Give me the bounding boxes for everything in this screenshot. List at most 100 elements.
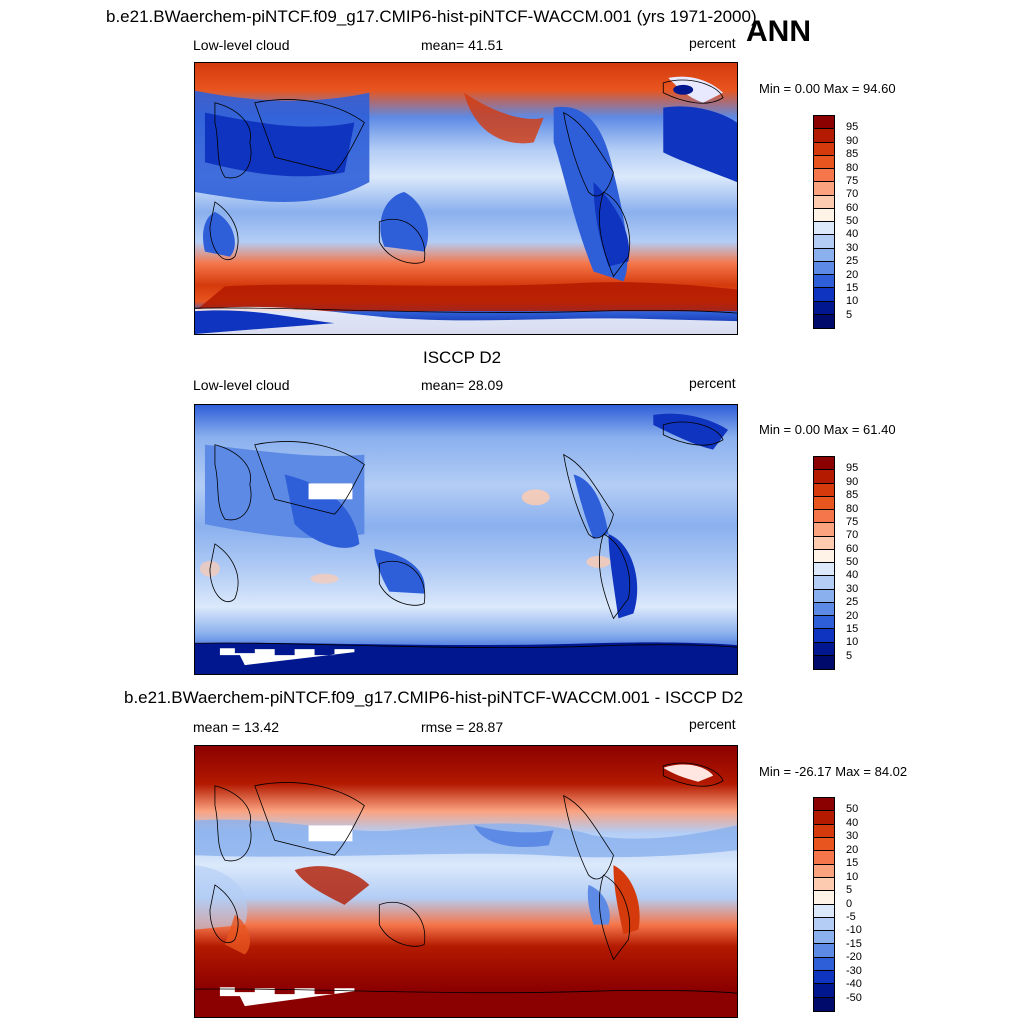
colorbar-tick-label: 10 xyxy=(846,870,859,883)
colorbar-tick-label: 40 xyxy=(846,816,859,829)
colorbar-tick-label: 20 xyxy=(846,609,859,622)
colorbar-tick-label: 90 xyxy=(846,475,859,488)
colorbar-swatch xyxy=(814,288,834,302)
panel3-map-difference xyxy=(194,745,738,1018)
panel3-title: b.e21.BWaerchem-piNTCF.f09_g17.CMIP6-his… xyxy=(124,688,744,707)
colorbar-swatch xyxy=(814,891,834,905)
colorbar-swatch xyxy=(814,314,834,328)
colorbar-swatch xyxy=(814,523,834,537)
panel1-left-label: Low-level cloud xyxy=(193,37,290,53)
colorbar-swatch xyxy=(814,563,834,577)
colorbar-tick-label: 85 xyxy=(846,148,859,161)
panel3-minmax: Min = -26.17 Max = 84.02 xyxy=(759,764,908,779)
colorbar-swatch xyxy=(814,261,834,275)
panel1-units-label: percent xyxy=(689,35,736,51)
colorbar-tick-label: 80 xyxy=(846,502,859,515)
colorbar-swatch xyxy=(814,116,834,130)
colorbar-swatch xyxy=(814,629,834,643)
colorbar-swatch xyxy=(814,798,834,812)
colorbar-swatch xyxy=(814,301,834,315)
colorbar-tick-label: 80 xyxy=(846,161,859,174)
colorbar-swatch xyxy=(814,655,834,669)
colorbar-tick-label: 50 xyxy=(846,803,859,816)
colorbar-swatch xyxy=(814,222,834,236)
colorbar-swatch xyxy=(814,811,834,825)
colorbar-swatch xyxy=(814,248,834,262)
colorbar-tick-label: 15 xyxy=(846,622,859,635)
colorbar-tick-label: 30 xyxy=(846,241,859,254)
colorbar-tick-label: 20 xyxy=(846,843,859,856)
colorbar-tick-label: 10 xyxy=(846,295,859,308)
colorbar-swatch xyxy=(814,589,834,603)
panel2-map-observations xyxy=(194,404,738,675)
colorbar-swatch xyxy=(814,275,834,289)
colorbar-swatch xyxy=(814,984,834,998)
colorbar-swatch xyxy=(814,195,834,209)
colorbar-swatch xyxy=(814,536,834,550)
colorbar-tick-label: 30 xyxy=(846,582,859,595)
colorbar-swatch xyxy=(814,235,834,249)
colorbar-swatch xyxy=(814,496,834,510)
panel2-title: ISCCP D2 xyxy=(423,348,502,367)
colorbar-tick-label: 0 xyxy=(846,897,853,910)
panel3-colorbar xyxy=(813,797,835,1012)
colorbar-swatch xyxy=(814,129,834,143)
colorbar-tick-label: 90 xyxy=(846,134,859,147)
colorbar-tick-label: 15 xyxy=(846,857,859,870)
colorbar-tick-label: 5 xyxy=(846,649,853,662)
colorbar-swatch xyxy=(814,931,834,945)
colorbar-swatch xyxy=(814,602,834,616)
colorbar-tick-label: -5 xyxy=(846,910,856,923)
colorbar-swatch xyxy=(814,851,834,865)
panel1-map-model xyxy=(194,62,738,335)
panel1-minmax: Min = 0.00 Max = 94.60 xyxy=(759,81,896,96)
colorbar-swatch xyxy=(814,904,834,918)
colorbar-swatch xyxy=(814,549,834,563)
colorbar-swatch xyxy=(814,510,834,524)
colorbar-swatch xyxy=(814,142,834,156)
panel1-colorbar xyxy=(813,115,835,329)
colorbar-swatch xyxy=(814,837,834,852)
colorbar-tick-label: -20 xyxy=(846,951,862,964)
colorbar-tick-label: 75 xyxy=(846,515,859,528)
colorbar-swatch xyxy=(814,616,834,630)
figure-title: b.e21.BWaerchem-piNTCF.f09_g17.CMIP6-his… xyxy=(106,7,757,26)
colorbar-tick-label: 25 xyxy=(846,255,859,268)
panel2-units-label: percent xyxy=(689,375,736,391)
colorbar-swatch xyxy=(814,182,834,196)
colorbar-swatch xyxy=(814,457,834,471)
colorbar-swatch xyxy=(814,864,834,878)
colorbar-tick-label: -50 xyxy=(846,991,862,1004)
colorbar-tick-label: 5 xyxy=(846,884,853,897)
colorbar-tick-label: 70 xyxy=(846,529,859,542)
colorbar-tick-label: -10 xyxy=(846,924,862,937)
panel1-mean-label: mean= 41.51 xyxy=(421,37,504,53)
colorbar-tick-label: 95 xyxy=(846,462,859,475)
colorbar-swatch xyxy=(814,824,834,838)
colorbar-tick-label: -15 xyxy=(846,937,862,950)
panel2-minmax: Min = 0.00 Max = 61.40 xyxy=(759,422,896,437)
panel2-mean-label: mean= 28.09 xyxy=(421,377,504,393)
panel2-left-label: Low-level cloud xyxy=(193,377,290,393)
colorbar-swatch xyxy=(814,971,834,985)
colorbar-tick-label: 25 xyxy=(846,596,859,609)
colorbar-tick-label: 10 xyxy=(846,636,859,649)
colorbar-tick-label: 5 xyxy=(846,308,853,321)
colorbar-swatch xyxy=(814,917,834,932)
colorbar-tick-label: 40 xyxy=(846,569,859,582)
panel2-colorbar xyxy=(813,456,835,670)
colorbar-tick-label: 50 xyxy=(846,215,859,227)
colorbar-swatch xyxy=(814,155,834,169)
colorbar-tick-label: 60 xyxy=(846,201,859,214)
colorbar-tick-label: 95 xyxy=(846,121,859,134)
colorbar-swatch xyxy=(814,877,834,892)
panel3-mean-label: mean = 13.42 xyxy=(193,719,280,735)
colorbar-tick-label: 75 xyxy=(846,174,859,187)
colorbar-swatch xyxy=(814,208,834,222)
colorbar-swatch xyxy=(814,957,834,972)
colorbar-swatch xyxy=(814,944,834,958)
colorbar-tick-label: -40 xyxy=(846,978,862,991)
colorbar-tick-label: 70 xyxy=(846,188,859,201)
colorbar-tick-label: 50 xyxy=(846,556,859,568)
season-label: ANN xyxy=(746,15,811,48)
